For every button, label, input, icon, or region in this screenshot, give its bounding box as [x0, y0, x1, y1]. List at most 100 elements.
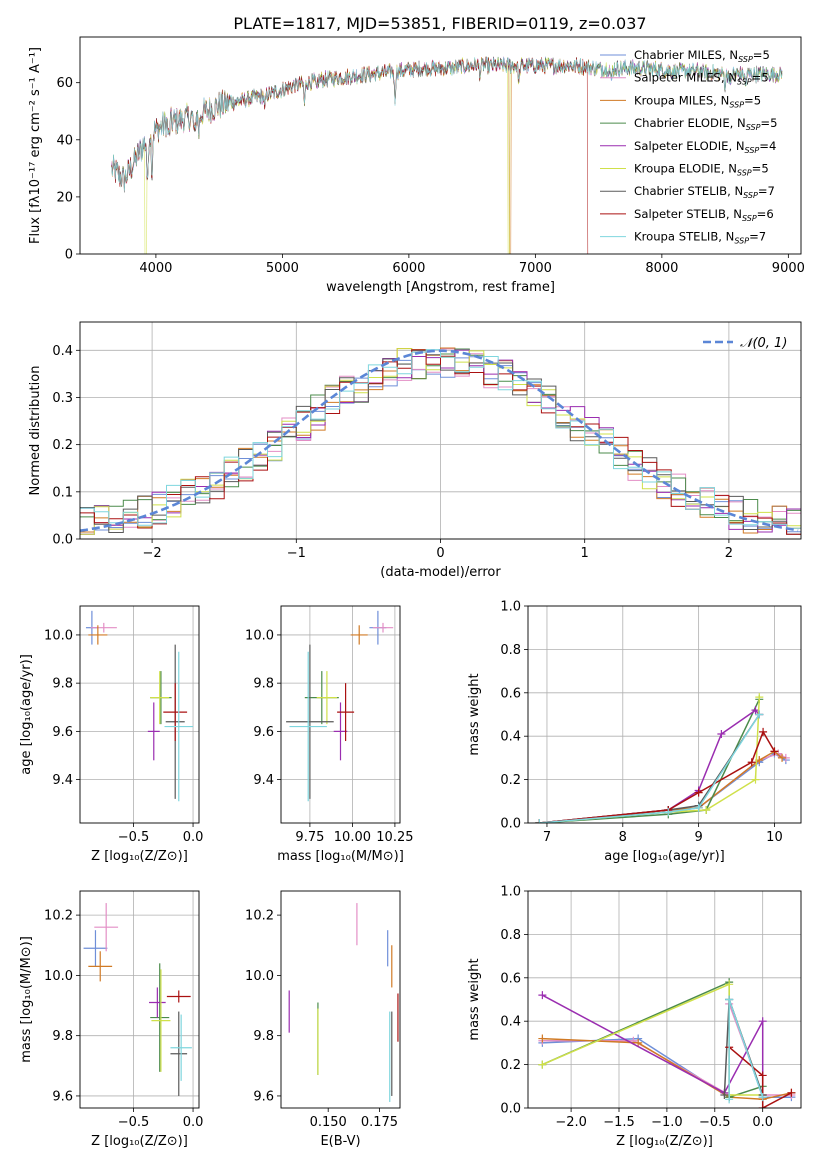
x-axis-label: age [log₁₀(age/yr)]	[604, 849, 725, 864]
y-tick-label: 0.0	[500, 1102, 521, 1117]
x-tick-label: −1.5	[603, 1115, 635, 1130]
weight-marker	[538, 1034, 547, 1043]
weight-series-6	[539, 697, 761, 823]
plots: 4000 5000 6000 7000 8000 90000204060wavelengt…	[19, 36, 805, 1149]
x-axis-label: E(B-V)	[320, 1134, 360, 1149]
axes-frame	[280, 890, 401, 1109]
y-tick-label: 0.2	[500, 773, 521, 788]
y-axis-label: mass weight	[467, 673, 482, 755]
histogram-series-9	[80, 349, 801, 529]
legend-entry: Chabrier ELODIE, NSSP=5	[634, 116, 778, 132]
x-tick-label: 5000	[266, 261, 299, 276]
weight-marker	[758, 1104, 767, 1108]
histogram-group	[80, 347, 801, 535]
errorbar-point-6	[150, 671, 170, 725]
y-tick-label: 0.0	[500, 817, 521, 832]
y-tick-label: 9.6	[253, 1089, 274, 1104]
x-axis-label: Z [log₁₀(Z/Z⊙)]	[91, 849, 188, 864]
y-tick-label: 10.2	[245, 909, 274, 924]
y-tick-label: 0	[65, 248, 73, 263]
x-tick-label: 9	[694, 830, 702, 845]
x-axis-label: wavelength [Angstrom, rest frame]	[326, 280, 555, 295]
legend-entry: Chabrier MILES, NSSP=5	[634, 48, 770, 64]
x-tick-label: 0.150	[310, 1115, 347, 1130]
weight-series-9	[728, 999, 764, 1100]
x-tick-label: 0.175	[361, 1115, 398, 1130]
x-tick-label: 0.0	[183, 1115, 204, 1130]
errorbar-point-7	[286, 644, 334, 799]
y-tick-label: 9.8	[52, 1029, 73, 1044]
errorbar-point-3	[88, 625, 108, 645]
legend-entry: Salpeter MILES, NSSP=5	[634, 71, 769, 87]
weight-series-8	[539, 730, 776, 823]
y-axis-label: Flux [fλ10⁻¹⁷ erg cm⁻² s⁻¹ A⁻¹]	[28, 47, 43, 244]
normal-reference-curve	[80, 349, 799, 532]
spectrum-legend: Chabrier MILES, NSSP=5 Salpeter MILES, NS…	[600, 48, 778, 246]
x-tick-label: 0	[436, 546, 444, 561]
y-tick-label: 9.4	[52, 773, 73, 788]
x-tick-label: 1	[581, 546, 589, 561]
axes-frame	[527, 605, 802, 824]
weight-marker	[751, 775, 760, 784]
axes-frame	[79, 36, 802, 255]
y-tick-label: 9.6	[253, 725, 274, 740]
weight-marker	[725, 980, 734, 989]
x-axis-label: Z [log₁₀(Z/Z⊙)]	[616, 1134, 713, 1149]
errorbar-group	[286, 610, 394, 802]
y-tick-label: 0.8	[500, 928, 521, 943]
weight-marker	[758, 1093, 767, 1102]
axes-frame	[79, 890, 200, 1109]
x-tick-label: 10	[766, 830, 783, 845]
errorbar-point-2	[94, 903, 119, 952]
axes-frame	[280, 605, 401, 824]
weight-marker	[717, 730, 726, 739]
weight-marker	[694, 788, 703, 797]
weight-marker	[535, 819, 544, 823]
x-tick-label: −2.0	[555, 1115, 587, 1130]
weight-marker	[759, 727, 768, 736]
y-tick-label: 0.1	[52, 485, 73, 500]
age-z-panel: −0.5 0.0 9.4 9.6 9.8 10.0 Z [log₁₀(Z/Z⊙)] age […	[19, 605, 204, 864]
x-tick-label: −1	[287, 546, 306, 561]
x-tick-label: 10.00	[334, 830, 371, 845]
y-axis-label: age [log₁₀(age/yr)]	[19, 654, 34, 775]
x-tick-label: 0.0	[183, 830, 204, 845]
weight-marker	[747, 758, 756, 767]
weight-marker	[758, 1017, 767, 1026]
weight-marker	[538, 1060, 547, 1069]
x-tick-label: 2	[725, 546, 733, 561]
y-tick-label: 0.4	[500, 730, 521, 745]
y-tick-label: 0.3	[52, 391, 73, 406]
y-tick-label: 0.8	[500, 643, 521, 658]
y-axis-label: Normed distribution	[28, 366, 43, 496]
age-mass-panel: 9.75 10.00 10.25 9.4 9.6 9.8 10.0 mass [log₁₀(M…	[245, 605, 414, 864]
weight-marker	[758, 1071, 767, 1080]
y-tick-label: 9.4	[253, 773, 274, 788]
y-tick-label: 1.0	[500, 600, 521, 615]
errorbar-point-2	[90, 622, 117, 633]
y-tick-label: 10.2	[44, 909, 73, 924]
weight-marker	[538, 991, 547, 1000]
legend-entry: 𝒩(0, 1)	[740, 336, 787, 351]
errorbar-point-9	[170, 1014, 192, 1081]
spectrum-panel: 4000 5000 6000 7000 8000 9000 0 20 40 60 wavelengt…	[28, 36, 805, 295]
weight-series-8	[728, 1046, 792, 1108]
errorbar-point-9	[164, 651, 194, 802]
errorbar-point-3	[88, 951, 113, 982]
weight-marker	[778, 753, 787, 762]
y-tick-label: 0.2	[52, 438, 73, 453]
weight-marker	[787, 1088, 796, 1097]
errorbar-point-5	[149, 987, 166, 1018]
y-tick-label: 0.6	[500, 686, 521, 701]
y-tick-label: 9.8	[253, 677, 274, 692]
weight-series-5	[542, 994, 764, 1095]
weight-series-9	[539, 714, 760, 823]
weight-marker	[694, 803, 703, 812]
x-tick-label: 8	[619, 830, 627, 845]
residuals-panel: −2 −1 0 1 2 0.0 0.1 0.2 0.3 0.4 (data-model)/error…	[28, 321, 802, 580]
x-axis-label: mass [log₁₀(M/M⊙)]	[277, 849, 404, 864]
weight-z-panel: −2.0 −1.5 −1.0 −0.5 0.0 0.0 0.2 0.4 0.6 0.8 1.0 Z […	[467, 885, 802, 1149]
errorbar-point-2	[372, 622, 394, 633]
weight-marker	[770, 747, 779, 756]
weight-marker	[725, 1095, 734, 1104]
